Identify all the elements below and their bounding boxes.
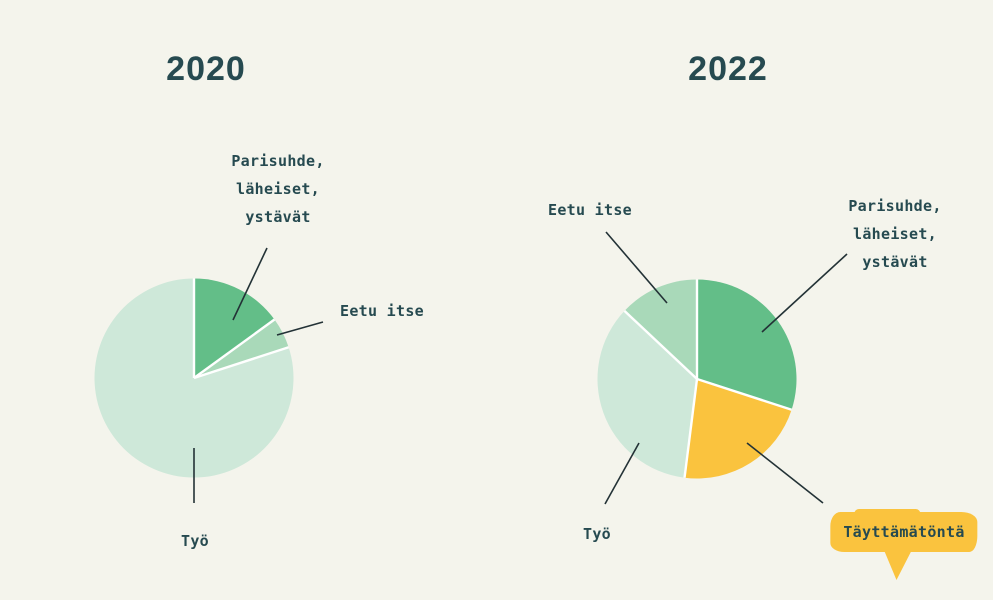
label-2022-tyo: Työ bbox=[583, 520, 611, 548]
label-2022-parisuhde: Parisuhde, läheiset, ystävät bbox=[848, 192, 941, 276]
annotation-text-line: Täyttämätöntä bbox=[843, 523, 965, 541]
pie-2022-slice-työ bbox=[597, 310, 697, 478]
slice-separator bbox=[623, 310, 698, 380]
slice-separator bbox=[696, 377, 793, 411]
label-2022-tayttamatonta: Täyttämätöntä bbox=[830, 509, 978, 552]
annotation-text-line: läheiset, bbox=[236, 180, 320, 198]
pie-2022-slice-eetu-itse bbox=[624, 279, 697, 379]
annotation-text-line: ystävät bbox=[245, 208, 311, 226]
label-2020-parisuhde: Parisuhde, läheiset, ystävät bbox=[231, 147, 324, 231]
chart-title-2022: 2022 bbox=[688, 50, 768, 88]
pie-chart-2022 bbox=[597, 279, 797, 479]
label-2020-eetu-itse: Eetu itse bbox=[340, 297, 424, 325]
pie-2022-slice-täyttämätöntä bbox=[684, 379, 792, 479]
pie-2022-slice-parisuhde-läheiset-ystävät bbox=[697, 279, 797, 410]
chart-title-2020: 2020 bbox=[166, 50, 246, 88]
annotation-text-line: Työ bbox=[583, 525, 611, 543]
slice-separator bbox=[683, 378, 699, 478]
pie-2020-slice-eetu-itse bbox=[194, 319, 289, 378]
label-2020-tyo: Työ bbox=[181, 527, 209, 555]
annotation-text-line: Parisuhde, bbox=[848, 197, 942, 215]
pie-chart-2020 bbox=[94, 278, 294, 478]
slice-separator bbox=[193, 318, 276, 379]
slice-separator bbox=[193, 346, 290, 380]
label-2022-eetu-itse: Eetu itse bbox=[548, 196, 632, 224]
annotation-text-line: ystävät bbox=[862, 253, 928, 271]
annotation-text-line: Työ bbox=[181, 532, 209, 550]
annotation-text-line: Parisuhde, bbox=[231, 152, 325, 170]
annotation-text-line: Eetu itse bbox=[340, 302, 424, 320]
annotation-text-line: Eetu itse bbox=[548, 201, 632, 219]
annotation-text-line: läheiset, bbox=[853, 225, 937, 243]
